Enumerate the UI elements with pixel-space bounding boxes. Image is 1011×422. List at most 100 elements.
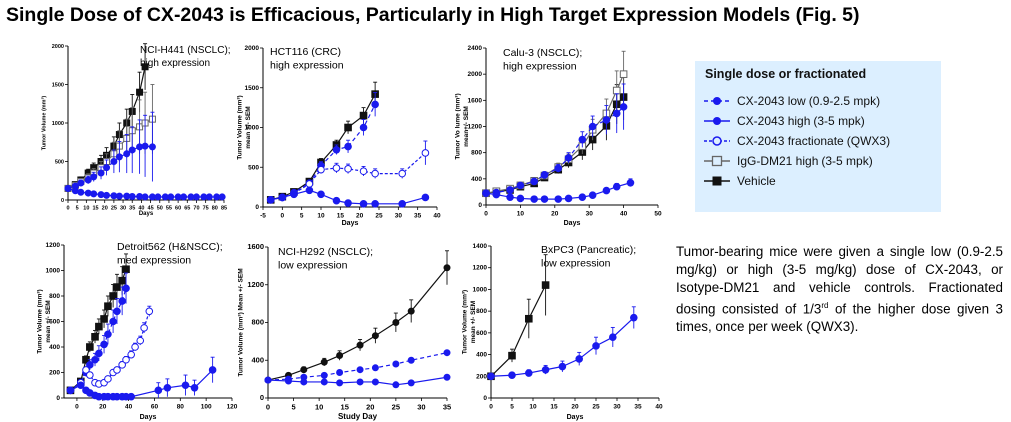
y-tick-label: 2000 (245, 45, 260, 52)
description-text: Tumor-bearing mice were given a single l… (676, 243, 1003, 336)
series-vehicle (266, 81, 379, 204)
x-tick-label: 15 (337, 213, 345, 220)
data-point (167, 193, 175, 201)
data-point (407, 356, 415, 364)
chart-annotation: HCT116 (CRC) (270, 46, 341, 58)
data-point (612, 109, 621, 118)
data-point (131, 343, 139, 351)
data-point (564, 194, 573, 203)
x-tick-label: 5 (300, 213, 304, 220)
x-tick-label: 60 (151, 404, 159, 411)
series-cx-2043-fractionate (66, 305, 154, 395)
x-tick-label: 25 (375, 213, 383, 220)
series-cx-2043-low (264, 349, 451, 384)
series-cx-2043-high (264, 373, 451, 389)
y-tick-label: 800 (49, 293, 60, 300)
data-point (609, 333, 617, 341)
y-tick-label: 1500 (52, 83, 64, 89)
data-point (103, 191, 111, 199)
data-point (113, 283, 121, 291)
data-point (592, 342, 600, 350)
data-point (421, 149, 430, 157)
chart-annotation: Calu-3 (NSCLC); (503, 47, 582, 59)
y-axis-label: mean+/- SEM (463, 106, 470, 147)
data-point (104, 302, 112, 311)
y-tick-label: 1500 (245, 85, 260, 92)
data-point (113, 307, 121, 316)
data-point (264, 376, 272, 384)
data-point (128, 193, 136, 201)
x-tick-label: 5 (291, 403, 295, 412)
data-point (320, 371, 328, 379)
x-tick-label: 30 (613, 404, 621, 411)
x-tick-label: 20 (551, 211, 559, 218)
data-point (300, 378, 308, 386)
chart-annotation: low expression (541, 258, 611, 270)
x-tick-label: 0 (66, 206, 69, 212)
x-tick-label: 50 (654, 211, 662, 218)
data-point (575, 355, 583, 363)
data-point (554, 164, 563, 173)
data-point (86, 361, 94, 369)
y-tick-label: 0 (61, 198, 64, 204)
legend-label: CX-2043 fractionate (737, 134, 844, 148)
data-point (90, 173, 98, 181)
data-point (344, 165, 352, 173)
data-point (554, 195, 563, 203)
data-point (208, 366, 217, 374)
chart-nci-h292: 0 400 800 1200 1600 0 5 10 15 20 25 30 35 Study Day Tu… (238, 242, 452, 421)
data-point (558, 362, 567, 371)
data-point (344, 123, 352, 132)
data-point (154, 193, 162, 201)
x-tick-label: 50 (157, 206, 163, 212)
data-point (100, 315, 108, 323)
y-tick-label: 400 (471, 176, 482, 183)
series-vehicle (482, 73, 628, 198)
description-part1: Tumor-bearing mice were given a single l… (676, 244, 1003, 317)
data-point (64, 184, 72, 192)
data-point (181, 381, 190, 390)
x-tick-label: 15 (341, 403, 349, 412)
data-point (100, 340, 108, 349)
data-point (506, 193, 514, 201)
series-vehicle (487, 254, 550, 381)
x-tick-label: 100 (201, 404, 212, 411)
series-line (267, 376, 448, 386)
y-tick-label: 1000 (52, 121, 64, 127)
y-axis-label: Tumor Volume (mm³) (41, 96, 48, 151)
data-point (118, 297, 126, 305)
y-tick-label: 1600 (468, 97, 483, 104)
data-point (356, 341, 364, 349)
series-line (270, 93, 376, 201)
y-tick-label: 1000 (46, 268, 61, 275)
x-tick-label: 0 (281, 213, 285, 220)
y-axis-label: mean +/- SEM (45, 300, 52, 342)
x-tick-label: 20 (102, 206, 108, 212)
y-tick-label: 1400 (473, 243, 488, 250)
y-axis-label: Tumor Volume (mm³) Mean +/- SEM (238, 268, 245, 376)
data-point (91, 333, 99, 341)
data-point (140, 324, 148, 332)
data-point (359, 200, 368, 208)
data-point (190, 384, 199, 392)
y-tick-label: 0 (478, 202, 482, 209)
y-tick-label: 2000 (52, 44, 64, 50)
legend-item-igg-dm21: IgG-DM21 high (3-5 mpk) (703, 152, 873, 170)
data-point (332, 145, 341, 154)
data-point (525, 369, 533, 377)
legend-marker-blue-filled-icon (704, 97, 730, 105)
x-tick-label: 0 (484, 211, 488, 218)
data-point (77, 179, 85, 187)
data-point (320, 358, 328, 366)
legend-marker-gray-square-icon (704, 155, 730, 167)
chart-annotation: high expression (503, 61, 577, 73)
series-vehicle (66, 253, 130, 395)
y-tick-label: 0 (255, 204, 259, 211)
x-tick-label: 70 (193, 206, 199, 212)
legend-detail: (3-5 mpk) (821, 154, 873, 168)
legend-label: CX-2043 high (737, 114, 811, 128)
data-point (115, 153, 123, 161)
data-point (128, 146, 136, 154)
x-tick-label: 55 (166, 206, 172, 212)
y-tick-label: 1200 (473, 265, 488, 272)
